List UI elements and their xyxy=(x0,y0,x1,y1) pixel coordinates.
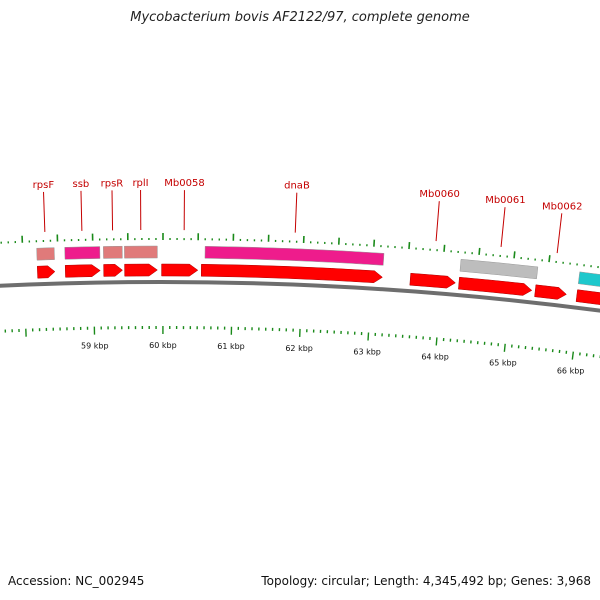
upper-tick xyxy=(408,242,411,250)
kbp-label: 61 kbp xyxy=(217,342,245,351)
lower-tick xyxy=(435,337,438,346)
cds-arrow-7 xyxy=(458,276,533,296)
gene-label-dnaB: dnaB xyxy=(284,181,310,192)
kbp-label: 63 kbp xyxy=(353,347,381,356)
kbp-label: 64 kbp xyxy=(421,352,449,361)
cds-arrow-0 xyxy=(37,265,56,279)
gene-leader-line xyxy=(435,201,440,242)
kbp-label: 60 kbp xyxy=(149,341,177,350)
kbp-label: 62 kbp xyxy=(285,344,313,353)
gene-box-Mb0061 xyxy=(459,258,539,280)
gene-label-rpsR: rpsR xyxy=(101,178,124,189)
kbp-label: 66 kbp xyxy=(557,366,585,375)
gene-leader-line xyxy=(80,190,83,231)
lower-tick xyxy=(571,351,575,360)
cds-arrow-1 xyxy=(64,264,101,278)
kbp-label: 65 kbp xyxy=(489,359,517,368)
cds-arrow-9 xyxy=(575,289,600,305)
gene-label-Mb0058: Mb0058 xyxy=(164,178,204,189)
gene-label-Mb0060: Mb0060 xyxy=(419,189,459,200)
genome-backbone xyxy=(0,280,600,313)
upper-tick-track xyxy=(0,233,599,269)
gene-leader-line xyxy=(294,192,298,233)
gene-leader-line xyxy=(43,191,46,232)
cds-arrow-8 xyxy=(534,284,567,300)
gene-label-ssb: ssb xyxy=(72,179,89,190)
gene-box-ssb xyxy=(64,246,101,260)
upper-tick xyxy=(513,251,516,259)
upper-tick xyxy=(443,244,446,252)
cds-arrow-4 xyxy=(161,263,199,277)
cds-arrow-5 xyxy=(200,263,383,283)
gene-box-rpsR xyxy=(103,245,123,259)
lower-tick xyxy=(503,343,506,352)
genome-summary: Topology: circular; Length: 4,345,492 bp… xyxy=(261,574,591,588)
gene-label-rpsF: rpsF xyxy=(33,180,55,191)
kbp-label: 59 kbp xyxy=(81,342,109,351)
lower-tick-track xyxy=(4,326,600,360)
accession-label: Accession: NC_002945 xyxy=(8,574,145,588)
cds-track xyxy=(37,263,600,305)
gene-box-celA1 xyxy=(577,271,600,287)
gene-label-rplI: rplI xyxy=(132,178,148,189)
kbp-label-track: 59 kbp 60 kbp 61 kbp 62 kbp 63 kbp 64 kbp 65 k… xyxy=(81,341,585,375)
cds-arrow-6 xyxy=(409,272,456,289)
gene-label-track: rpsF ssb rpsR rplI Mb0058 dnaB Mb0060 Mb0061 Mb0… xyxy=(33,178,582,254)
gene-leader-line xyxy=(111,190,114,231)
gene-box-rplI xyxy=(124,245,158,259)
upper-tick xyxy=(548,255,551,263)
gene-box-dnaB xyxy=(204,246,385,266)
gene-leader-line xyxy=(556,213,563,254)
gene-leader-line xyxy=(500,207,506,247)
cds-arrow-2 xyxy=(103,264,123,277)
gene-box-rpsF xyxy=(36,247,55,261)
cds-arrow-3 xyxy=(124,263,158,277)
gene-label-Mb0062: Mb0062 xyxy=(542,201,582,212)
gene-track xyxy=(36,245,600,287)
gene-label-Mb0061: Mb0061 xyxy=(485,195,525,206)
upper-tick xyxy=(478,247,481,255)
map-title: Mycobacterium bovis AF2122/97, complete … xyxy=(130,10,470,25)
